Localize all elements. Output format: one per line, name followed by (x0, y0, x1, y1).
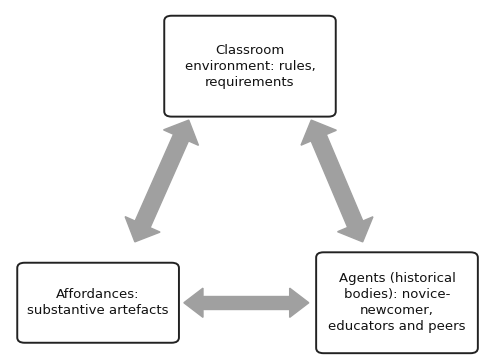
Polygon shape (184, 288, 203, 317)
Text: Agents (historical
bodies): novice-
newcomer,
educators and peers: Agents (historical bodies): novice- newc… (328, 272, 466, 333)
Polygon shape (203, 296, 290, 309)
Text: Classroom
environment: rules,
requirements: Classroom environment: rules, requiremen… (184, 44, 316, 89)
Polygon shape (125, 217, 160, 242)
FancyBboxPatch shape (18, 263, 179, 343)
Polygon shape (290, 288, 309, 317)
Text: Affordances:
substantive artefacts: Affordances: substantive artefacts (28, 288, 169, 317)
Polygon shape (135, 134, 188, 228)
FancyBboxPatch shape (164, 16, 336, 116)
Polygon shape (164, 120, 198, 145)
Polygon shape (311, 135, 363, 228)
Polygon shape (301, 120, 336, 145)
Polygon shape (338, 217, 373, 242)
FancyBboxPatch shape (316, 252, 478, 353)
